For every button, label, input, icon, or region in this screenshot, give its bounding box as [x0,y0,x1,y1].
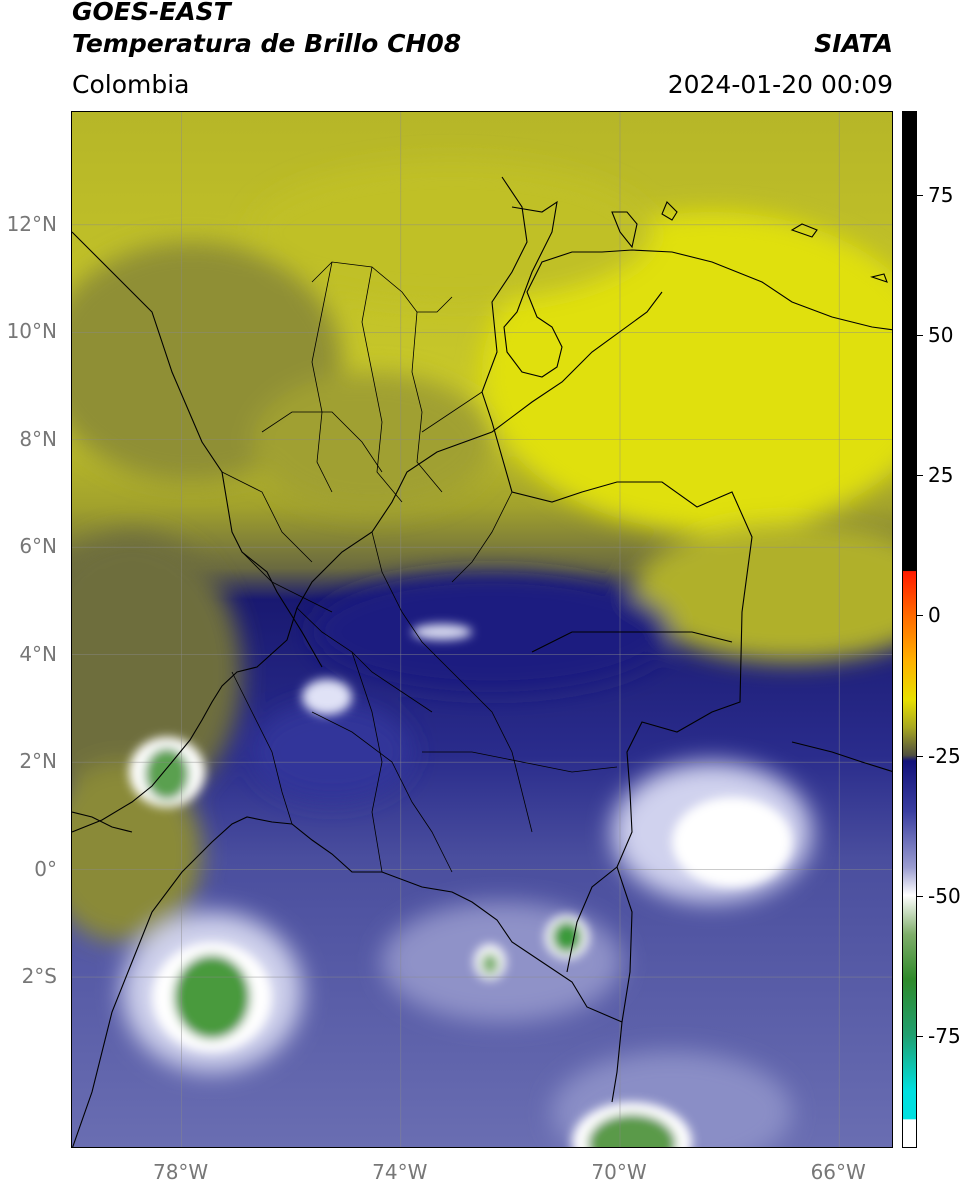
colorbar-tick-label: -50 [928,883,961,908]
y-tick-label: 8°N [19,426,57,451]
colorbar-tick-label: 75 [928,183,954,208]
colorbar-tick-label: 0 [928,603,941,628]
x-tick-label: 78°W [152,1160,209,1184]
satellite-map [72,112,892,1147]
product-title: Temperatura de Brillo CH08 [72,29,462,58]
colorbar-tick-mark [917,475,923,477]
satellite-title: GOES-EAST [72,0,231,26]
cold-cloud-tops [129,624,792,1147]
graticule [72,112,892,1147]
y-tick-label: 12°N [6,211,57,236]
y-tick-label: 2°N [19,749,57,774]
y-tick-label: 6°N [19,534,57,559]
department-borders [221,261,618,873]
colorbar-tick-label: 50 [928,323,954,348]
y-tick-label: 10°N [6,319,57,344]
colorbar-tick-mark [917,615,923,617]
source-label: SIATA [814,29,893,58]
colorbar-tick-mark [917,1035,923,1037]
map-panel [71,111,893,1148]
x-tick-label: 74°W [372,1160,428,1184]
region-label: Colombia [72,70,190,99]
colorbar-tick-mark [917,195,923,197]
x-tick-label: 66°W [810,1160,866,1184]
y-tick-label: 0° [34,856,57,881]
timestamp-label: 2024-01-20 00:09 [667,70,893,99]
y-tick-label: 4°N [19,641,57,666]
coastlines [503,200,892,378]
colorbar-tick-label: 25 [928,463,954,488]
colorbar-tick-mark [917,335,923,337]
colorbar-tick-label: -25 [928,743,961,768]
x-tick-label: 70°W [591,1160,647,1184]
temperature-colorbar [902,111,917,1148]
colorbar-tick-mark [917,895,923,897]
colorbar-tick-label: -75 [928,1023,961,1048]
colorbar-tick-mark [917,755,923,757]
y-tick-label: 2°S [21,964,57,989]
